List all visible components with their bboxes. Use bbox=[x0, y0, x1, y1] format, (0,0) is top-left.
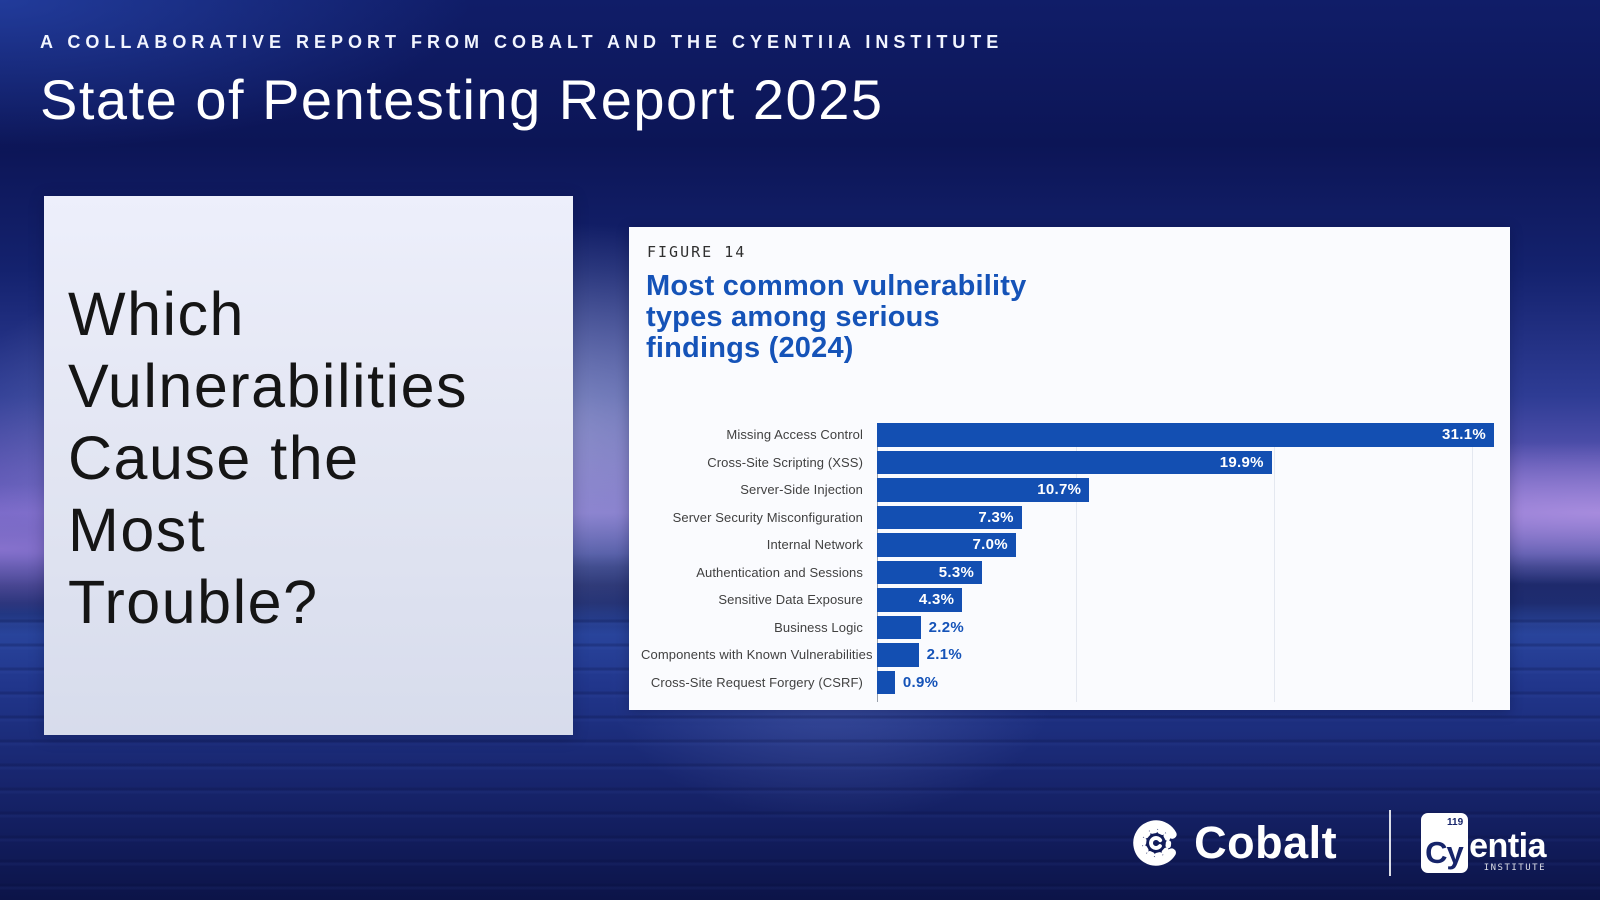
chart-row: Sensitive Data Exposure 4.3% bbox=[641, 588, 1494, 612]
chart-gridline bbox=[1472, 423, 1474, 702]
figure-title-line: findings (2024) bbox=[646, 332, 854, 364]
bar-track: 5.3% bbox=[877, 560, 1494, 584]
category-label: Missing Access Control bbox=[726, 427, 863, 443]
bar-track: 0.9% bbox=[877, 670, 1494, 694]
cyentia-institute-label: INSTITUTE bbox=[1483, 863, 1546, 873]
bar-track: 19.9% bbox=[877, 450, 1494, 474]
bar: 7.3% bbox=[877, 505, 1022, 529]
report-eyebrow: A COLLABORATIVE REPORT FROM COBALT AND T… bbox=[40, 32, 1004, 52]
value-label: 4.3% bbox=[918, 591, 955, 609]
value-label: 2.1% bbox=[926, 646, 963, 664]
cyentia-wordmark: entia INSTITUTE bbox=[1469, 827, 1546, 873]
figure-title-line: Most common vulnerability bbox=[646, 270, 1027, 302]
value-label: 0.9% bbox=[902, 673, 939, 691]
category-label: Authentication and Sessions bbox=[696, 564, 863, 580]
figure-title-line: types among serious bbox=[646, 301, 940, 333]
bar bbox=[877, 670, 895, 694]
cobalt-gear-icon bbox=[1133, 820, 1179, 866]
cyentia-tile-letters: Cy bbox=[1425, 835, 1464, 870]
category-label: Sensitive Data Exposure bbox=[718, 592, 863, 608]
value-label: 7.0% bbox=[972, 536, 1008, 554]
category-label: Cross-Site Scripting (XSS) bbox=[707, 454, 863, 470]
value-label: 31.1% bbox=[1441, 426, 1486, 444]
bar: 7.0% bbox=[877, 533, 1016, 557]
value-label: 7.3% bbox=[978, 508, 1014, 526]
slide-header: A COLLABORATIVE REPORT FROM COBALT AND T… bbox=[40, 32, 1003, 132]
cyentia-element-tile: 119 Cy bbox=[1421, 813, 1469, 873]
bar: 4.3% bbox=[877, 588, 963, 612]
question-line: Trouble? bbox=[68, 568, 319, 636]
bar: 10.7% bbox=[877, 478, 1090, 502]
value-label: 19.9% bbox=[1219, 453, 1264, 471]
chart-row: Cross-Site Scripting (XSS) 19.9% bbox=[641, 450, 1494, 474]
bar-track: 2.2% bbox=[877, 615, 1494, 639]
category-label: Internal Network bbox=[766, 537, 863, 553]
chart-row: Components with Known Vulnerabilities 2.1… bbox=[641, 643, 1494, 667]
category-label: Cross-Site Request Forgery (CSRF) bbox=[650, 674, 863, 690]
bar-track: 7.3% bbox=[877, 505, 1494, 529]
footer-logos: Cobalt 119 Cy entia INSTITUTE bbox=[1130, 806, 1546, 880]
chart-row: Authentication and Sessions 5.3% bbox=[641, 560, 1494, 584]
figure-card: FIGURE 14 Most common vulnerability type… bbox=[629, 227, 1510, 710]
figure-number-label: FIGURE 14 bbox=[647, 243, 747, 261]
question-panel: Which Vulnerabilities Cause the Most Tro… bbox=[44, 196, 573, 735]
category-label: Components with Known Vulnerabilities bbox=[641, 647, 873, 663]
bar: 19.9% bbox=[877, 450, 1272, 474]
question-heading: Which Vulnerabilities Cause the Most Tro… bbox=[44, 196, 573, 638]
question-line: Cause the bbox=[68, 424, 360, 492]
value-label: 5.3% bbox=[938, 563, 975, 581]
bar: 31.1% bbox=[877, 423, 1494, 447]
category-label: Server Security Misconfiguration bbox=[672, 509, 863, 525]
category-label: Server-Side Injection bbox=[740, 482, 863, 498]
bar-track: 31.1% bbox=[877, 423, 1494, 447]
bar bbox=[877, 615, 921, 639]
chart-row: Business Logic 2.2% bbox=[641, 615, 1494, 639]
chart-row: Server Security Misconfiguration 7.3% bbox=[641, 505, 1494, 529]
chart-gridline bbox=[1274, 423, 1276, 702]
chart-row: Server-Side Injection 10.7% bbox=[641, 478, 1494, 502]
figure-title: Most common vulnerability types among se… bbox=[646, 271, 1026, 364]
value-label: 10.7% bbox=[1037, 481, 1082, 499]
bar bbox=[877, 643, 919, 667]
value-label: 2.2% bbox=[928, 618, 965, 636]
question-line: Most bbox=[68, 496, 207, 564]
category-label: Business Logic bbox=[774, 619, 863, 635]
bar-track: 4.3% bbox=[877, 588, 1494, 612]
chart-row: Cross-Site Request Forgery (CSRF) 0.9% bbox=[641, 670, 1494, 694]
logo-divider bbox=[1389, 810, 1392, 876]
cyentia-element-number: 119 bbox=[1447, 817, 1464, 828]
bar-track: 7.0% bbox=[877, 533, 1494, 557]
cyentia-wordmark-rest: entia bbox=[1469, 827, 1546, 865]
chart-gridline bbox=[1076, 423, 1078, 702]
bar-track: 10.7% bbox=[877, 478, 1494, 502]
bar-chart: Missing Access Control 31.1% Cross-Site Sc… bbox=[641, 423, 1494, 702]
bar: 5.3% bbox=[877, 560, 983, 584]
chart-rows: Missing Access Control 31.1% Cross-Site Sc… bbox=[641, 423, 1494, 694]
question-line: Vulnerabilities bbox=[68, 352, 468, 420]
chart-row: Missing Access Control 31.1% bbox=[641, 423, 1494, 447]
report-title: State of Pentesting Report 2025 bbox=[40, 68, 884, 131]
chart-row: Internal Network 7.0% bbox=[641, 533, 1494, 557]
cobalt-wordmark: Cobalt bbox=[1194, 817, 1338, 868]
cobalt-logo: Cobalt bbox=[1130, 817, 1337, 869]
cyentia-logo: 119 Cy entia INSTITUTE bbox=[1421, 813, 1546, 873]
question-line: Which bbox=[68, 280, 245, 348]
bar-track: 2.1% bbox=[877, 643, 1494, 667]
